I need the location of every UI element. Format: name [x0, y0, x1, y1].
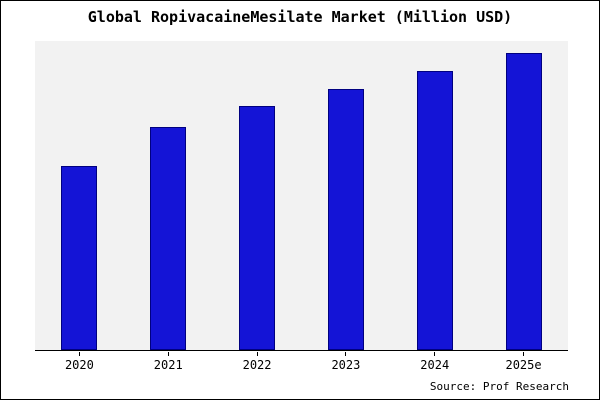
x-axis-labels: 2020 2021 2022 2023 2024 2025e — [35, 352, 568, 372]
bar-2024 — [416, 70, 453, 350]
bar-slot — [124, 41, 213, 350]
bar-slot — [390, 41, 479, 350]
axis-tick — [256, 352, 258, 356]
axis-tick — [523, 352, 525, 356]
x-tick-label: 2024 — [420, 358, 450, 372]
axis-tick — [78, 352, 80, 356]
chart-title: Global RopivacaineMesilate Market (Milli… — [87, 8, 513, 26]
bar-2023 — [327, 88, 364, 350]
plot-area — [35, 41, 568, 351]
bars-row — [35, 41, 568, 350]
x-tick-label: 2022 — [242, 358, 272, 372]
x-tick-label: 2021 — [153, 358, 183, 372]
bar-2025e — [505, 52, 542, 350]
bar-slot — [213, 41, 302, 350]
bar-slot — [301, 41, 390, 350]
source-credit: Source: Prof Research — [429, 380, 569, 393]
x-tick-slot: 2025e — [479, 352, 568, 372]
x-tick-slot: 2022 — [213, 352, 302, 372]
bar-2020 — [61, 165, 98, 350]
axis-tick — [434, 352, 436, 356]
x-tick-slot: 2024 — [390, 352, 479, 372]
x-tick-label: 2025e — [505, 358, 542, 372]
x-tick-slot: 2023 — [301, 352, 390, 372]
bar-slot — [35, 41, 124, 350]
bar-2022 — [239, 106, 276, 350]
x-tick-slot: 2020 — [35, 352, 124, 372]
bar-2021 — [150, 127, 187, 350]
axis-tick — [345, 352, 347, 356]
axis-tick — [167, 352, 169, 356]
x-tick-slot: 2021 — [124, 352, 213, 372]
x-tick-label: 2020 — [64, 358, 94, 372]
x-tick-label: 2023 — [331, 358, 361, 372]
bar-slot — [479, 41, 568, 350]
